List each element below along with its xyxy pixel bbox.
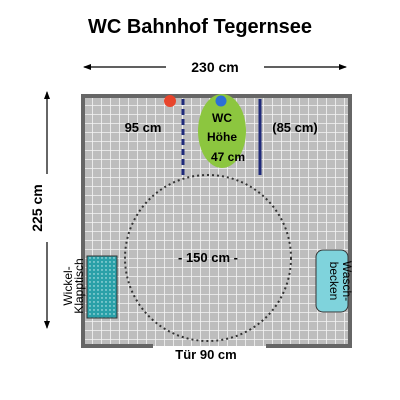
width-label: 230 cm (191, 59, 238, 75)
wc-bowl (198, 94, 246, 168)
changing-table-label-line2: Klapptisch (72, 258, 86, 313)
right-clearance-label: (85 cm) (272, 120, 318, 135)
changing-table-label-line1: Wickel- (61, 266, 75, 305)
sink-label-line2: becken (327, 262, 341, 301)
changing-table (86, 255, 118, 319)
sink-label-line1: Wasch- (340, 261, 354, 301)
sink (315, 249, 349, 313)
depth-label: 225 cm (29, 184, 45, 231)
turning-circle-label: - 150 cm - (178, 250, 238, 265)
left-clearance-label: 95 cm (125, 120, 162, 135)
turning-circle (124, 174, 292, 342)
door-label: Tür 90 cm (175, 347, 236, 362)
wc-label-line1: WC (212, 111, 232, 125)
alarm-button-icon (164, 95, 176, 107)
wc-label-line3: 47 cm (211, 150, 245, 164)
flush-button-icon (215, 95, 227, 107)
plan-title: WC Bahnhof Tegernsee (88, 16, 312, 38)
wc-label-line2: Höhe (207, 130, 237, 144)
